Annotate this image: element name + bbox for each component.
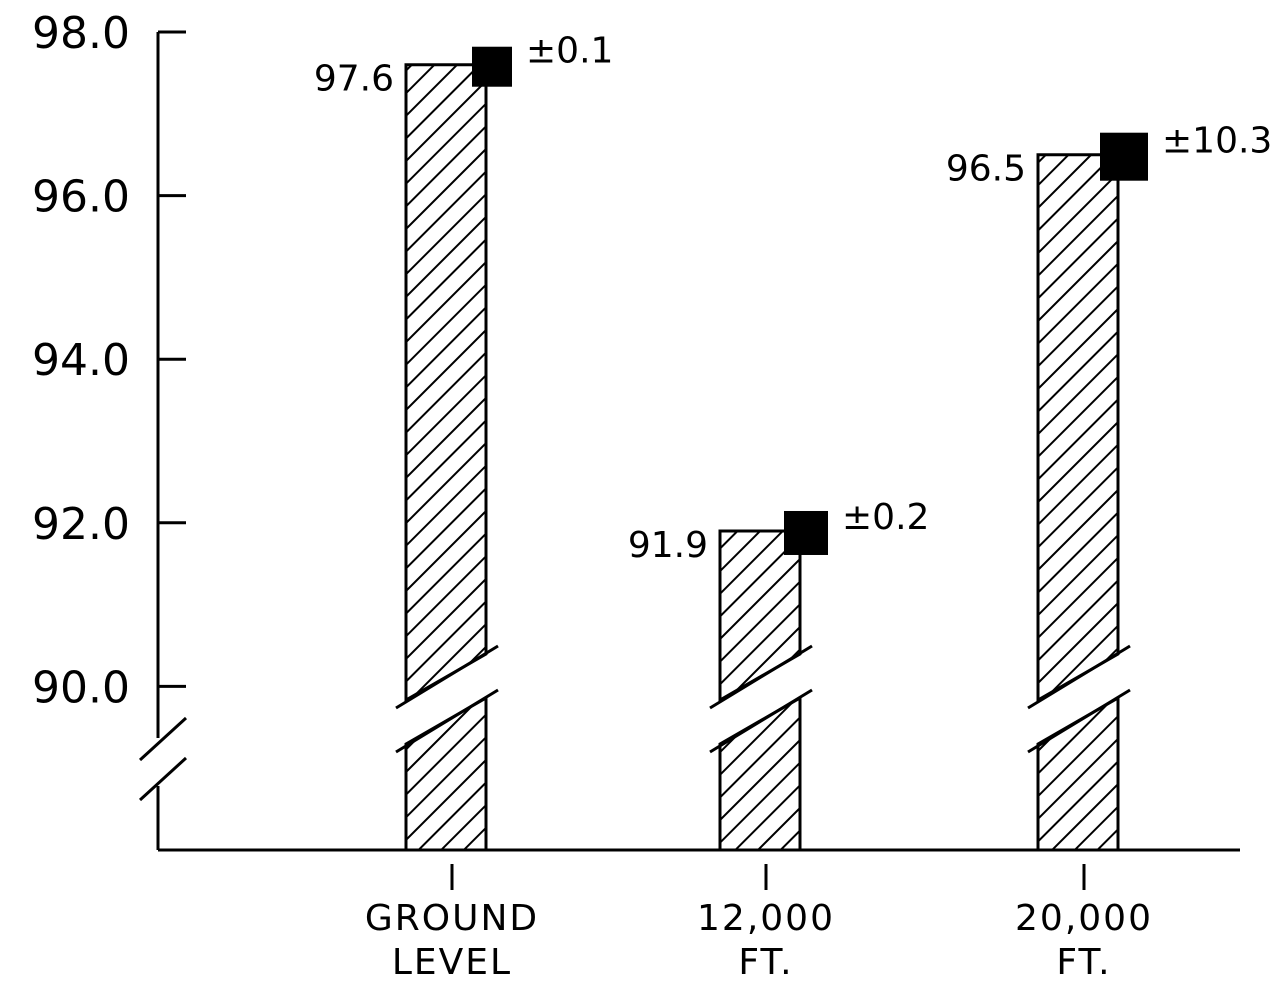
bar-break-mark xyxy=(1027,688,1131,754)
y-tick-label: 90.0 xyxy=(32,662,130,713)
x-tick-label: FT. xyxy=(738,942,793,983)
bar-break-mark xyxy=(709,644,813,710)
bars xyxy=(395,46,1148,852)
data-label: 91.9 xyxy=(628,525,708,566)
bar-break-mark xyxy=(395,688,499,754)
bar xyxy=(718,529,802,703)
y-tick-label: 92.0 xyxy=(32,499,130,550)
bar-break-mark xyxy=(709,688,813,754)
x-tick-label: FT. xyxy=(1056,942,1111,983)
error-marker xyxy=(1100,132,1148,181)
bar-break-mark xyxy=(395,644,499,710)
error-marker xyxy=(784,510,828,555)
y-tick-label: 96.0 xyxy=(32,172,130,223)
x-tick-label: GROUND xyxy=(365,898,539,939)
data-label: 96.5 xyxy=(946,149,1026,190)
bar-break-mark xyxy=(1027,644,1131,710)
error-marker xyxy=(472,46,512,87)
bar xyxy=(1036,153,1120,703)
x-tick-label: 12,000 xyxy=(697,898,835,939)
y-axis-break-mark xyxy=(138,716,188,762)
bar xyxy=(404,63,488,703)
error-label: ±10.3 xyxy=(1162,121,1272,162)
y-tick-label: 98.0 xyxy=(32,8,130,59)
error-label: ±0.2 xyxy=(842,497,929,538)
y-tick-label: 94.0 xyxy=(32,335,130,386)
x-tick-label: 20,000 xyxy=(1015,898,1153,939)
x-tick-label: LEVEL xyxy=(392,942,512,983)
y-axis-break-mark xyxy=(138,756,188,802)
data-label: 97.6 xyxy=(314,59,394,100)
error-label: ±0.1 xyxy=(526,31,613,72)
